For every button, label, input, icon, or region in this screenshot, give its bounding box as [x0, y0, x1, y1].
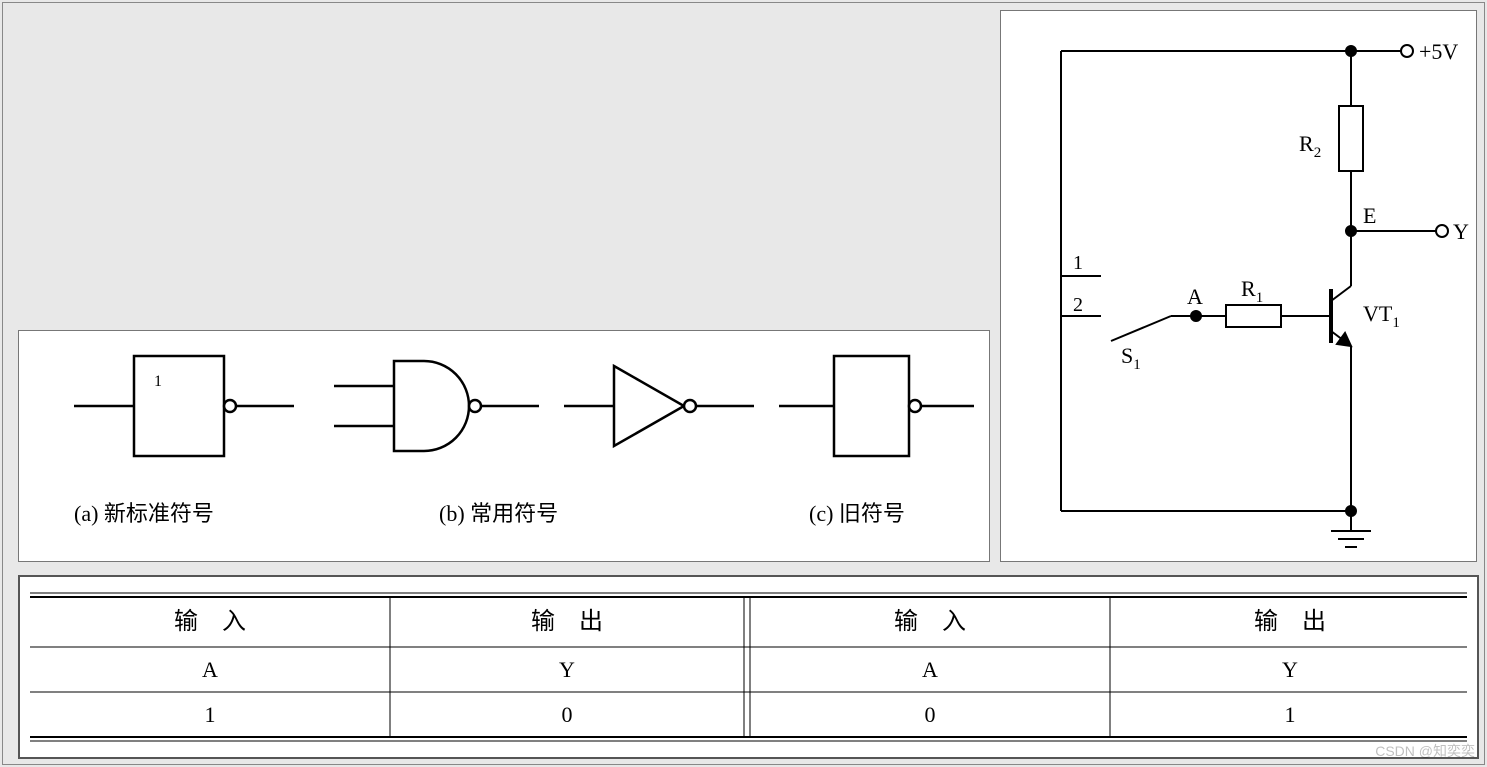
- pos1: 1: [1073, 252, 1083, 274]
- r2-sub: 2: [1314, 145, 1322, 161]
- hdr-out-l: 输 出: [531, 608, 603, 635]
- val-in-r: 0: [925, 702, 936, 727]
- circuit-panel: +5V R2 E Y VT1: [1000, 10, 1477, 562]
- r2-label: R: [1299, 131, 1314, 156]
- svg-text:VT1: VT1: [1363, 301, 1400, 331]
- caption-b: (b) 常用符号: [439, 501, 558, 526]
- watermark: CSDN @知奕奕: [1375, 741, 1475, 761]
- vt1-label: VT: [1363, 301, 1393, 326]
- node-a: A: [1187, 284, 1203, 309]
- hdr-in-r: 输 入: [894, 608, 966, 635]
- svg-text:S1: S1: [1121, 343, 1141, 373]
- s1-label: S: [1121, 343, 1133, 368]
- svg-text:R1: R1: [1241, 276, 1263, 306]
- symbols-panel: 1 (a) 新标准符号 (b) 常用符号 (c) 旧符号: [18, 330, 990, 562]
- iec-label: 1: [154, 373, 162, 390]
- var-out-l: Y: [559, 657, 575, 682]
- caption-a: (a) 新标准符号: [74, 501, 214, 526]
- var-out-r: Y: [1282, 657, 1298, 682]
- val-out-r: 1: [1285, 702, 1296, 727]
- hdr-in-l: 输 入: [174, 608, 246, 635]
- hdr-out-r: 输 出: [1254, 608, 1326, 635]
- var-in-l: A: [202, 657, 218, 682]
- pos2: 2: [1073, 294, 1083, 316]
- truth-table-svg: 输 入 输 出 A Y 1 0 输 入 输 出 A Y 0 1: [20, 577, 1477, 757]
- svg-text:R2: R2: [1299, 131, 1321, 161]
- caption-c: (c) 旧符号: [809, 501, 905, 526]
- var-in-r: A: [922, 657, 938, 682]
- r1-label: R: [1241, 276, 1256, 301]
- truth-table: 输 入 输 出 A Y 1 0 输 入 输 出 A Y 0 1: [18, 575, 1479, 759]
- val-in-l: 1: [205, 702, 216, 727]
- s1-sub: 1: [1133, 357, 1141, 373]
- gate-symbols-svg: 1 (a) 新标准符号 (b) 常用符号 (c) 旧符号: [19, 331, 989, 561]
- node-e: E: [1363, 203, 1376, 228]
- supply-label: +5V: [1419, 39, 1458, 64]
- vt1-sub: 1: [1392, 315, 1400, 331]
- val-out-l: 0: [562, 702, 573, 727]
- r1-sub: 1: [1256, 290, 1264, 306]
- out-label: Y: [1453, 219, 1469, 244]
- transistor-circuit-svg: +5V R2 E Y VT1: [1001, 11, 1476, 561]
